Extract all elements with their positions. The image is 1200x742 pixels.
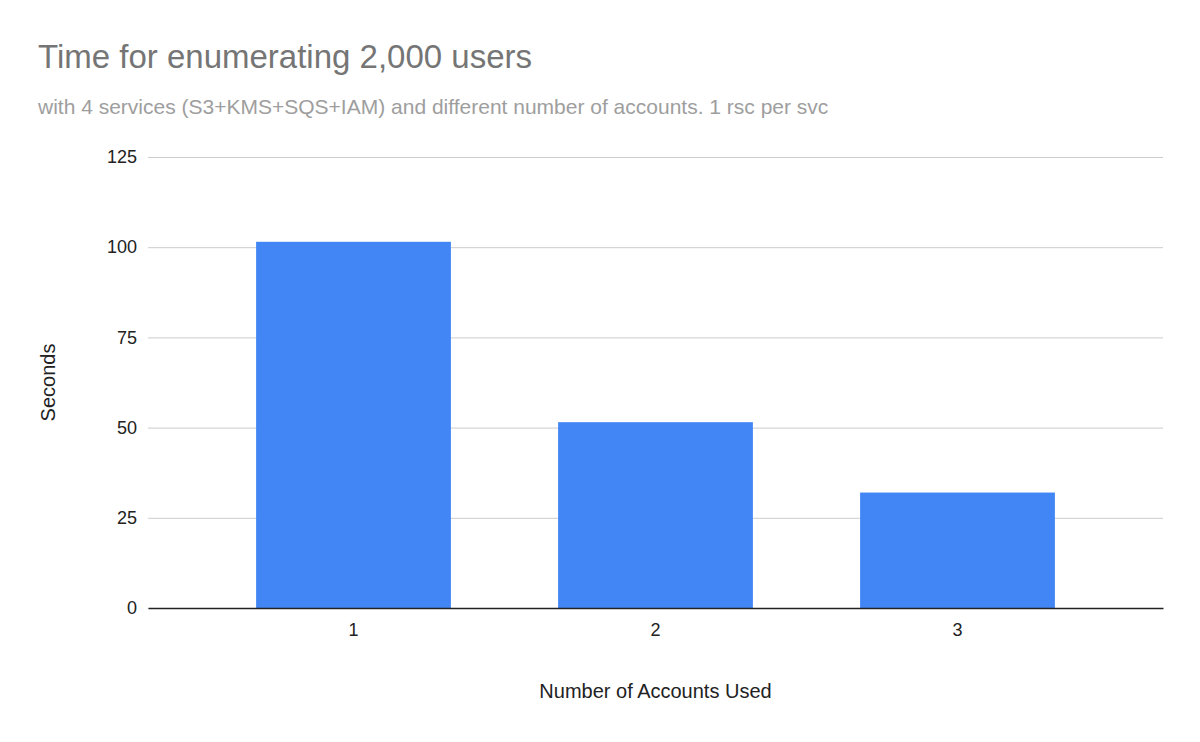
chart-svg: Time for enumerating 2,000 users with 4 s… — [0, 0, 1200, 742]
y-axis: 0 25 50 75 100 125 — [107, 147, 1163, 618]
plot-area: 0 25 50 75 100 125 1 2 3 — [107, 147, 1164, 640]
title: Time for enumerating 2,000 users — [38, 38, 532, 75]
y-tick-label: 100 — [107, 237, 137, 257]
y-tick-label: 25 — [117, 508, 137, 528]
bars — [256, 242, 1055, 608]
x-tick-label: 2 — [650, 620, 660, 640]
x-axis: 1 2 3 — [149, 608, 1164, 640]
x-tick-label: 3 — [952, 620, 962, 640]
chart-container: Time for enumerating 2,000 users with 4 s… — [0, 0, 1200, 742]
y-axis-title: Seconds — [37, 344, 59, 422]
x-tick-label: 1 — [348, 620, 358, 640]
y-tick: 125 — [107, 147, 1163, 167]
grid-line — [148, 157, 1163, 158]
x-tick: 3 — [952, 608, 962, 640]
x-axis-title: Number of Accounts Used — [539, 680, 771, 702]
bar — [256, 242, 451, 608]
bar — [860, 493, 1055, 608]
y-tick-label: 0 — [127, 598, 137, 618]
y-tick-label: 75 — [117, 328, 137, 348]
x-tick: 1 — [348, 608, 358, 640]
y-tick-label: 50 — [117, 418, 137, 438]
y-tick-label: 125 — [107, 147, 137, 167]
x-tick: 2 — [650, 608, 660, 640]
bar — [558, 422, 753, 608]
subtitle: with 4 services (S3+KMS+SQS+IAM) and dif… — [37, 95, 828, 118]
grid-line — [148, 608, 1163, 609]
x-axis-line — [149, 608, 1164, 610]
y-axis-line — [149, 158, 1164, 609]
